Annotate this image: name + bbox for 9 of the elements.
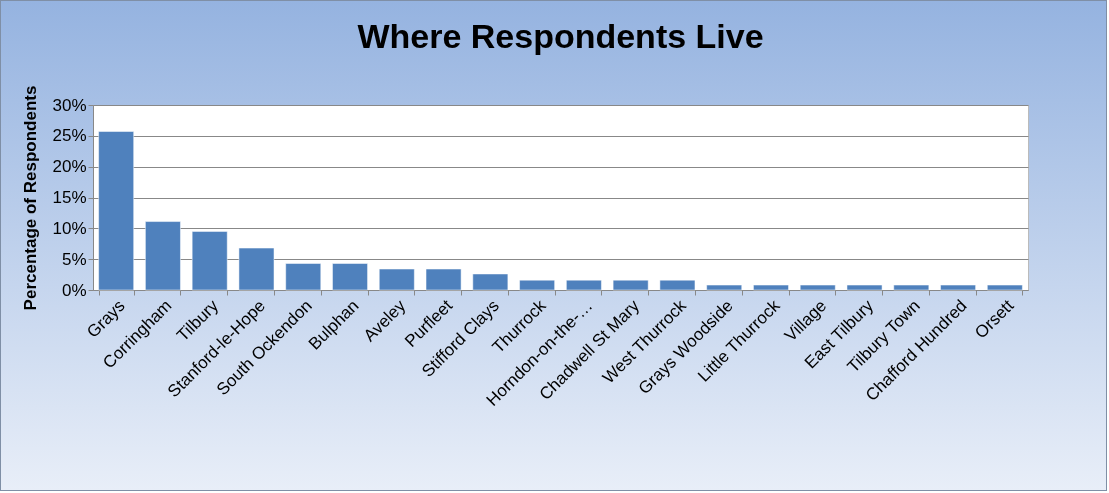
y-tick-label: 30% — [52, 95, 87, 115]
y-axis-title: Percentage of Respondents — [21, 85, 41, 311]
y-tick-label: 15% — [52, 188, 87, 207]
y-tick-label: 10% — [52, 218, 87, 238]
y-tick-label: 25% — [52, 126, 87, 146]
y-tick-label: 20% — [52, 157, 87, 177]
chart-title: Where Respondents Live — [357, 17, 764, 56]
y-tick-label: 5% — [61, 249, 87, 269]
y-tick-label: 0% — [61, 280, 87, 300]
